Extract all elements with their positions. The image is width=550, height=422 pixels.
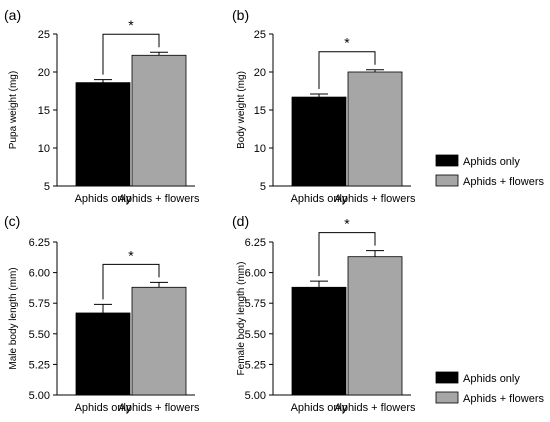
significance-bracket: [318, 51, 376, 90]
legend-swatch: [435, 371, 459, 384]
bar: [75, 312, 131, 396]
y-axis-label: Male body length (mm): [8, 267, 19, 369]
x-category-label: Aphids only: [291, 193, 348, 205]
significance-bracket: [102, 33, 160, 75]
legend-label: Aphids only: [463, 373, 520, 385]
x-category-label: Aphids only: [75, 193, 132, 205]
y-axis-label: Body weight (mg): [236, 71, 247, 149]
significance-marker: *: [128, 247, 134, 263]
legend-label: Aphids only: [463, 156, 520, 168]
y-tick-label: 15: [38, 105, 50, 117]
bar: [291, 96, 347, 187]
y-tick-label: 6.00: [29, 268, 50, 280]
bar: [131, 286, 187, 396]
bar: [291, 286, 347, 396]
y-tick-label: 10: [254, 143, 266, 155]
significance-marker: *: [344, 35, 350, 51]
significance-marker: *: [344, 216, 350, 232]
y-tick-label: 5: [260, 181, 266, 193]
x-category-label: Aphids + flowers: [118, 193, 200, 205]
y-tick-label: 20: [254, 67, 266, 79]
y-tick-label: 5: [44, 181, 50, 193]
x-category-label: Aphids only: [291, 402, 348, 414]
y-tick-label: 5.50: [245, 329, 266, 341]
y-tick-label: 6.25: [29, 237, 50, 249]
y-axis-label: Pupa weight (mg): [8, 71, 19, 149]
y-axis-label: Female body length (mm): [236, 262, 247, 376]
y-tick-label: 25: [254, 29, 266, 41]
bar: [347, 71, 403, 187]
significance-bracket: [318, 232, 376, 277]
legend-label: Aphids + flowers: [463, 393, 545, 405]
significance-bracket: [102, 263, 160, 300]
x-category-label: Aphids + flowers: [334, 402, 416, 414]
legend-swatch: [435, 154, 459, 167]
y-tick-label: 5.00: [29, 390, 50, 402]
panel-label: (a): [4, 7, 21, 23]
y-tick-label: 5.25: [29, 359, 50, 371]
significance-marker: *: [128, 17, 134, 33]
y-tick-label: 5.00: [245, 390, 266, 402]
x-category-label: Aphids + flowers: [334, 193, 416, 205]
panel-label: (d): [232, 213, 249, 229]
y-tick-label: 5.75: [245, 298, 266, 310]
legend-label: Aphids + flowers: [463, 176, 545, 188]
y-tick-label: 15: [254, 105, 266, 117]
bar: [75, 82, 131, 187]
y-tick-label: 10: [38, 143, 50, 155]
legend-swatch: [435, 174, 459, 187]
y-tick-label: 6.00: [245, 268, 266, 280]
x-category-label: Aphids only: [75, 402, 132, 414]
panel-label: (b): [232, 7, 249, 23]
y-tick-label: 25: [38, 29, 50, 41]
bar: [347, 256, 403, 396]
y-tick-label: 5.25: [245, 359, 266, 371]
y-tick-label: 5.50: [29, 329, 50, 341]
y-tick-label: 5.75: [29, 298, 50, 310]
y-tick-label: 6.25: [245, 237, 266, 249]
bar: [131, 54, 187, 187]
x-category-label: Aphids + flowers: [118, 402, 200, 414]
y-tick-label: 20: [38, 67, 50, 79]
panel-label: (c): [4, 213, 20, 229]
legend-swatch: [435, 391, 459, 404]
